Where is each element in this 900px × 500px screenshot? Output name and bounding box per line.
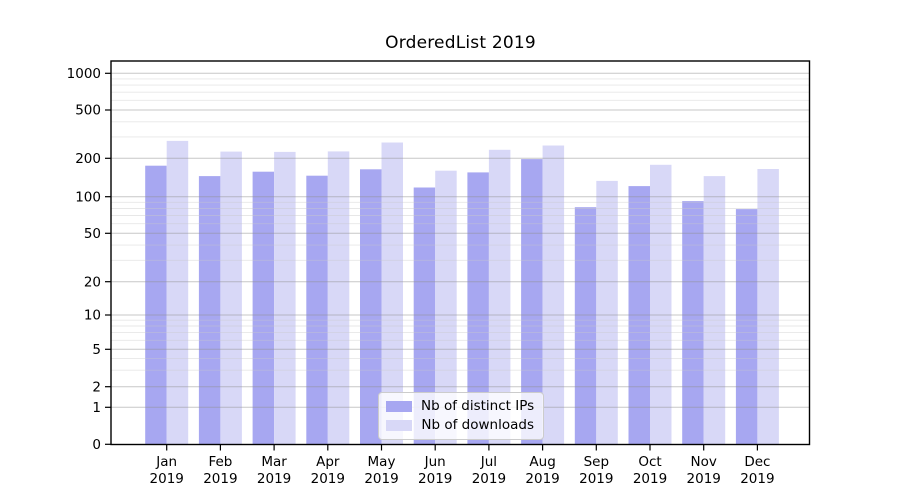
y-tick-label-100: 100: [75, 189, 101, 205]
axis-ticks: [105, 72, 759, 451]
x-tick-month-jul: Jul: [480, 454, 497, 470]
bar-downloads-jul: [488, 149, 511, 445]
bar-ips-dec: [735, 209, 758, 445]
bar-ips-may: [360, 169, 382, 445]
x-tick-month-nov: Nov: [691, 454, 717, 470]
y-minor-gridlines: [111, 78, 810, 371]
bar-downloads-apr: [327, 151, 350, 445]
bar-downloads-sep: [596, 180, 618, 445]
x-tick-year-dec: 2019: [740, 471, 774, 487]
legend-item-distinct-ips: Nb of distinct IPs: [386, 398, 534, 414]
y-tick-label-0: 0: [92, 437, 101, 453]
bar-ips-aug: [521, 159, 543, 445]
bar-downloads-feb: [220, 151, 242, 445]
bar-ips-jul: [467, 172, 489, 445]
x-tick-year-jan: 2019: [150, 471, 184, 487]
x-tick-month-apr: Apr: [316, 454, 340, 470]
x-tick-month-dec: Dec: [744, 454, 770, 470]
x-tick-year-jul: 2019: [472, 471, 506, 487]
y-major-gridlines: [111, 72, 810, 408]
y-tick-label-200: 200: [75, 151, 101, 167]
bar-downloads-jan: [166, 140, 189, 445]
legend-label-distinct-ips: Nb of distinct IPs: [421, 398, 535, 414]
y-tick-label-10: 10: [84, 308, 101, 324]
x-tick-month-jun: Jun: [424, 454, 446, 470]
x-tick-year-feb: 2019: [203, 471, 237, 487]
legend-swatch-distinct-ips: [386, 400, 412, 412]
x-tick-labels: Jan2019Feb2019Mar2019Apr2019May2019Jun20…: [150, 454, 775, 487]
bar-ips-mar: [252, 171, 275, 445]
legend-label-downloads: Nb of downloads: [421, 417, 534, 433]
y-tick-label-1000: 1000: [67, 66, 101, 82]
legend: Nb of distinct IPs Nb of downloads: [378, 392, 544, 440]
plot-border: [110, 60, 811, 446]
series-distinct-ips: [145, 159, 758, 445]
bar-downloads-dec: [757, 169, 779, 445]
bar-ips-jan: [145, 165, 167, 445]
x-tick-year-jun: 2019: [418, 471, 452, 487]
bar-downloads-oct: [650, 164, 672, 445]
legend-swatch-downloads: [386, 419, 412, 431]
x-tick-year-may: 2019: [364, 471, 398, 487]
bar-ips-apr: [306, 175, 328, 445]
bar-downloads-nov: [703, 176, 726, 445]
series-downloads: [166, 140, 779, 445]
y-tick-label-20: 20: [84, 274, 101, 290]
x-tick-month-mar: Mar: [261, 454, 287, 470]
x-tick-month-may: May: [368, 454, 396, 470]
x-tick-month-sep: Sep: [584, 454, 609, 470]
y-tick-label-1: 1: [92, 400, 101, 416]
bar-ips-jun: [413, 187, 436, 445]
x-tick-year-apr: 2019: [311, 471, 345, 487]
y-tick-label-50: 50: [84, 226, 101, 242]
x-tick-year-oct: 2019: [633, 471, 667, 487]
x-tick-year-nov: 2019: [687, 471, 721, 487]
bar-ips-nov: [682, 201, 704, 445]
bar-ips-sep: [574, 207, 597, 445]
y-tick-label-500: 500: [75, 103, 101, 119]
x-tick-year-mar: 2019: [257, 471, 291, 487]
x-tick-month-aug: Aug: [529, 454, 555, 470]
x-tick-month-jan: Jan: [155, 454, 177, 470]
bar-downloads-jun: [435, 170, 457, 445]
bar-ips-feb: [198, 176, 221, 445]
x-tick-month-feb: Feb: [208, 454, 232, 470]
bar-downloads-may: [381, 142, 403, 445]
y-tick-labels: 0 1 2 5 10 20 50 100 200 500 1000: [67, 66, 101, 453]
bar-downloads-aug: [542, 145, 565, 445]
chart-title: OrderedList 2019: [385, 33, 536, 53]
y-tick-label-5: 5: [92, 342, 101, 358]
x-tick-year-sep: 2019: [579, 471, 613, 487]
x-tick-month-oct: Oct: [638, 454, 661, 470]
bars-group: [145, 140, 779, 445]
x-tick-year-aug: 2019: [525, 471, 559, 487]
y-tick-label-2: 2: [92, 379, 101, 395]
legend-item-downloads: Nb of downloads: [386, 417, 534, 433]
bar-downloads-mar: [274, 151, 296, 445]
